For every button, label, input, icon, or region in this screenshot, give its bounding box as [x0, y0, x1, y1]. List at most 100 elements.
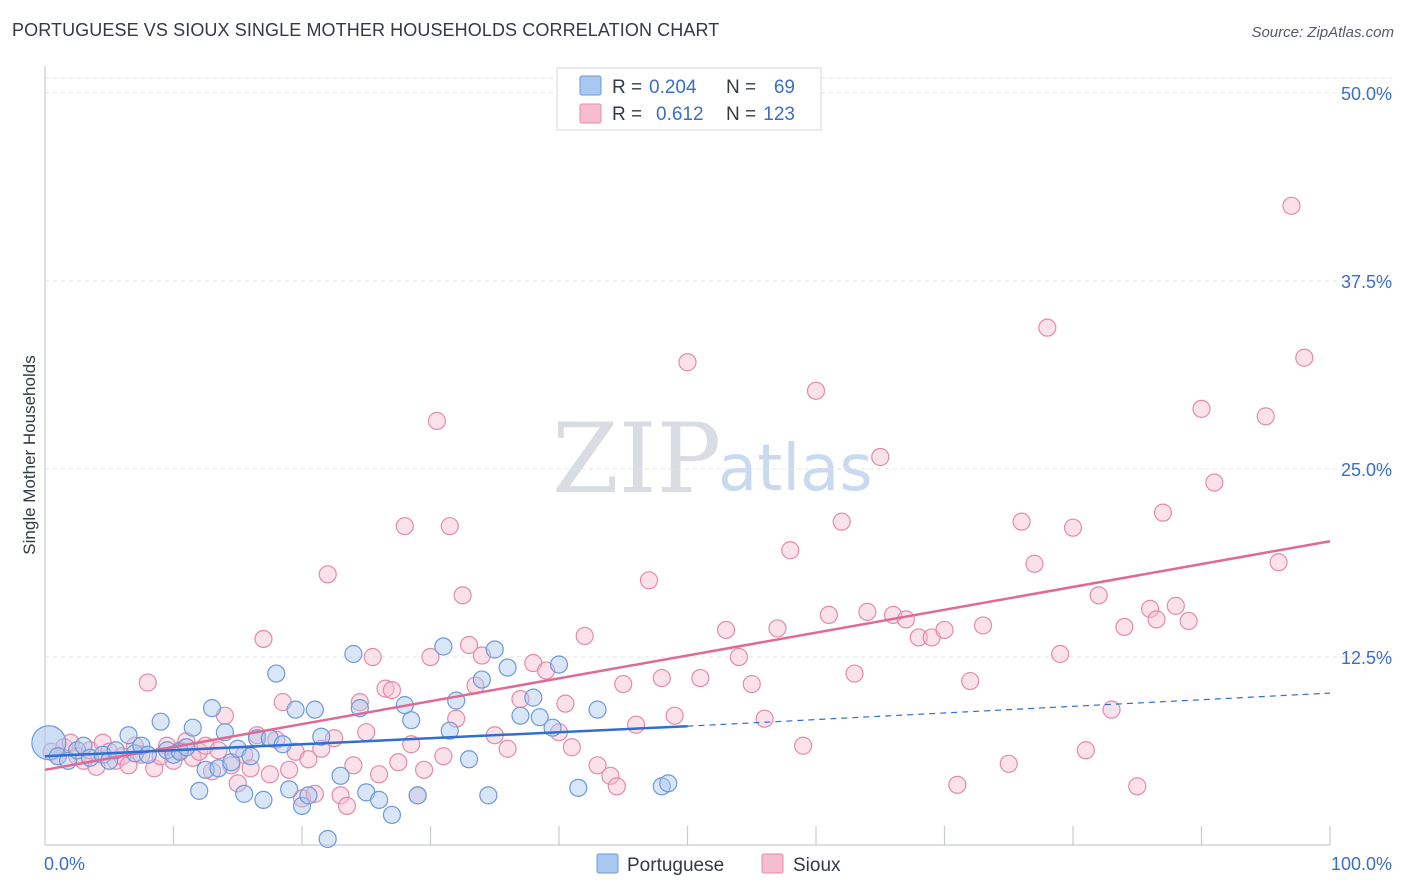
sioux-point-55 — [395, 517, 414, 536]
portuguese-point-19 — [190, 781, 209, 800]
legend-swatch-sioux — [761, 853, 784, 874]
chart-source: Source: ZipAtlas.com — [1251, 24, 1394, 41]
sioux-point-79 — [607, 777, 626, 796]
sioux-point-45 — [331, 786, 350, 805]
sioux-point-121 — [1153, 503, 1173, 522]
portuguese-point-58 — [524, 688, 543, 707]
sioux-point-110 — [1025, 554, 1044, 573]
portuguese-point-54 — [479, 786, 498, 805]
sioux-point-112 — [1051, 644, 1070, 664]
sioux-point-47 — [344, 756, 363, 775]
sioux-point-96 — [832, 512, 851, 531]
sioux-point-41 — [305, 784, 324, 803]
stats-legend: R = 0.204 N = 69 R = 0.612 N = 123 — [556, 67, 822, 131]
portuguese-point-27 — [241, 747, 260, 766]
portuguese-point-21 — [202, 699, 222, 718]
sioux-point-59 — [421, 647, 440, 667]
portuguese-point-48 — [408, 786, 427, 805]
sioux-point-106 — [961, 671, 980, 691]
sioux-point-85 — [678, 353, 697, 372]
portuguese-point-41 — [344, 644, 363, 664]
y-axis-label: Single Mother Households — [20, 355, 39, 554]
portuguese-point-11 — [132, 736, 151, 755]
portuguese-point-61 — [549, 655, 569, 674]
sioux-point-126 — [1256, 407, 1275, 426]
portuguese-point-65 — [659, 774, 678, 793]
sioux-point-92 — [781, 541, 800, 560]
sioux-point-101 — [896, 610, 916, 629]
sioux-point-95 — [819, 605, 838, 625]
sioux-point-94 — [806, 381, 826, 400]
legend-label-portuguese: Portuguese — [627, 855, 724, 876]
sioux-point-118 — [1128, 777, 1147, 796]
portuguese-point-29 — [254, 790, 273, 809]
sioux-point-114 — [1076, 741, 1095, 760]
stats-n-label-sioux: N = — [726, 104, 756, 125]
sioux-point-86 — [691, 668, 710, 688]
stats-r-label-sioux: R = — [612, 104, 642, 125]
sioux-point-127 — [1269, 553, 1288, 572]
sioux-point-129 — [1295, 348, 1314, 367]
portuguese-trend-line — [44, 724, 688, 758]
portuguese-point-35 — [292, 796, 312, 815]
sioux-point-116 — [1102, 700, 1121, 719]
stats-swatch-portuguese — [579, 75, 602, 96]
sioux-trend-line — [44, 539, 1331, 772]
stats-r-value-portuguese: 0.204 — [649, 77, 697, 98]
sioux-points — [42, 196, 1314, 815]
portuguese-point-26 — [235, 784, 254, 803]
portuguese-point-40 — [331, 766, 350, 785]
sioux-point-51 — [370, 765, 389, 784]
legend-swatch-portuguese — [596, 853, 619, 874]
sioux-point-108 — [999, 754, 1018, 773]
sioux-point-113 — [1063, 518, 1083, 537]
sioux-point-123 — [1179, 611, 1198, 631]
stats-r-label-portuguese: R = — [612, 77, 642, 98]
sioux-point-80 — [614, 674, 633, 694]
sioux-point-84 — [665, 706, 684, 725]
portuguese-point-33 — [280, 780, 299, 799]
sioux-point-65 — [459, 635, 479, 655]
stats-n-value-portuguese: 69 — [774, 77, 795, 98]
portuguese-point-39 — [318, 829, 337, 849]
portuguese-point-31 — [267, 664, 286, 683]
x-tick-label-1: 100.0% — [1331, 854, 1392, 874]
portuguese-trend-extension — [687, 692, 1331, 727]
sioux-point-19 — [164, 751, 183, 770]
sioux-point-60 — [427, 411, 447, 430]
trend-lines — [44, 539, 1331, 772]
portuguese-point-49 — [434, 637, 453, 656]
portuguese-point-34 — [286, 700, 305, 719]
portuguese-point-55 — [485, 640, 504, 659]
sioux-point-40 — [299, 750, 318, 769]
sioux-point-117 — [1115, 617, 1134, 637]
portuguese-point-50 — [440, 721, 459, 740]
series-legend: Portuguese Sioux — [596, 853, 841, 876]
sioux-point-53 — [382, 680, 402, 700]
sioux-point-128 — [1282, 196, 1301, 215]
x-tick-label-0: 0.0% — [44, 854, 85, 874]
stats-n-value-sioux: 123 — [763, 104, 795, 125]
sioux-point-69 — [498, 739, 517, 758]
sioux-point-122 — [1166, 596, 1185, 615]
sioux-point-91 — [768, 619, 787, 638]
portuguese-point-36 — [299, 786, 318, 805]
sioux-point-77 — [588, 756, 607, 775]
portuguese-point-63 — [588, 700, 607, 719]
sioux-point-89 — [742, 674, 761, 694]
sioux-point-26 — [209, 741, 228, 760]
portuguese-point-18 — [183, 718, 202, 737]
portuguese-point-17 — [177, 738, 196, 757]
axis-ticks: 12.5% 25.0% 37.5% 50.0% 0.0% 100.0% — [44, 84, 1392, 874]
sioux-point-125 — [1205, 473, 1224, 492]
sioux-point-64 — [453, 586, 472, 605]
portuguese-point-13 — [151, 712, 170, 731]
sioux-point-37 — [280, 760, 299, 779]
sioux-point-34 — [260, 765, 279, 784]
portuguese-point-53 — [472, 670, 491, 689]
y-tick-label-3: 50.0% — [1341, 84, 1392, 104]
sioux-point-82 — [639, 571, 659, 590]
portuguese-point-56 — [498, 658, 517, 677]
portuguese-point-45 — [382, 805, 402, 825]
